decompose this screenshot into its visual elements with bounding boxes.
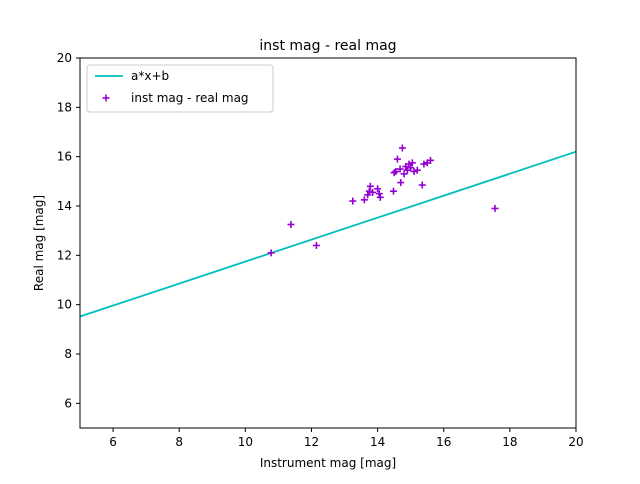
y-axis-ticks: 6 8 10 12 14 16 18 20 (57, 51, 80, 410)
x-tick-label: 8 (175, 435, 183, 449)
x-tick-label: 16 (436, 435, 451, 449)
scatter-point (397, 179, 405, 187)
y-tick-label: 6 (64, 396, 72, 410)
scatter-point (360, 196, 368, 204)
scatter-point (405, 160, 413, 168)
x-tick-label: 6 (109, 435, 117, 449)
scatter-point (413, 166, 421, 174)
plot-frame (79, 57, 577, 429)
scatter-point (400, 170, 408, 178)
x-tick-label: 14 (370, 435, 385, 449)
y-axis-label: Real mag [mag] (32, 195, 46, 291)
x-tick-label: 12 (304, 435, 319, 449)
scatter-point (410, 167, 418, 175)
scatter-point (418, 181, 426, 189)
scatter-point (393, 155, 401, 163)
fit-line (80, 150, 576, 318)
x-axis-label: Instrument mag [mag] (260, 456, 396, 470)
y-tick-label: 8 (64, 347, 72, 361)
scatter-point (491, 204, 499, 212)
y-tick-label: 20 (57, 51, 72, 65)
scatter-point (420, 160, 428, 168)
x-axis-ticks: 6 8 10 12 14 16 18 20 (109, 428, 584, 449)
legend-line-label: a*x+b (131, 69, 169, 83)
x-tick-label: 18 (502, 435, 517, 449)
scatter-point (287, 221, 295, 228)
plot-marks (80, 144, 576, 318)
y-tick-label: 10 (57, 298, 72, 312)
scatter-point (389, 187, 397, 195)
y-tick-label: 14 (57, 199, 72, 213)
legend: a*x+b inst mag - real mag (86, 64, 274, 113)
scatter-point (366, 182, 374, 190)
scatter-point (267, 249, 275, 257)
scatter-point (364, 191, 372, 199)
y-tick-label: 18 (57, 100, 72, 114)
scatter-point (407, 164, 415, 172)
scatter-point (365, 187, 373, 195)
scatter-point (369, 188, 377, 196)
scatter-point (392, 167, 400, 175)
scatter-point (408, 159, 416, 167)
chart-title: inst mag - real mag (259, 38, 396, 54)
x-tick-label: 10 (238, 435, 253, 449)
legend-scatter-label: inst mag - real mag (131, 91, 249, 105)
scatter-point (349, 197, 357, 205)
y-tick-label: 12 (57, 248, 72, 262)
x-tick-label: 20 (568, 435, 583, 449)
scatter-point (398, 144, 406, 152)
scatter-point (396, 165, 404, 173)
legend-box (86, 64, 274, 113)
y-tick-label: 16 (57, 150, 72, 164)
scatter-point (376, 193, 384, 201)
scatter-point (427, 156, 435, 164)
scatter-point (312, 241, 320, 249)
scatter-point (374, 185, 382, 193)
legend-scatter-marker (102, 94, 110, 102)
scatter-point (375, 190, 383, 198)
